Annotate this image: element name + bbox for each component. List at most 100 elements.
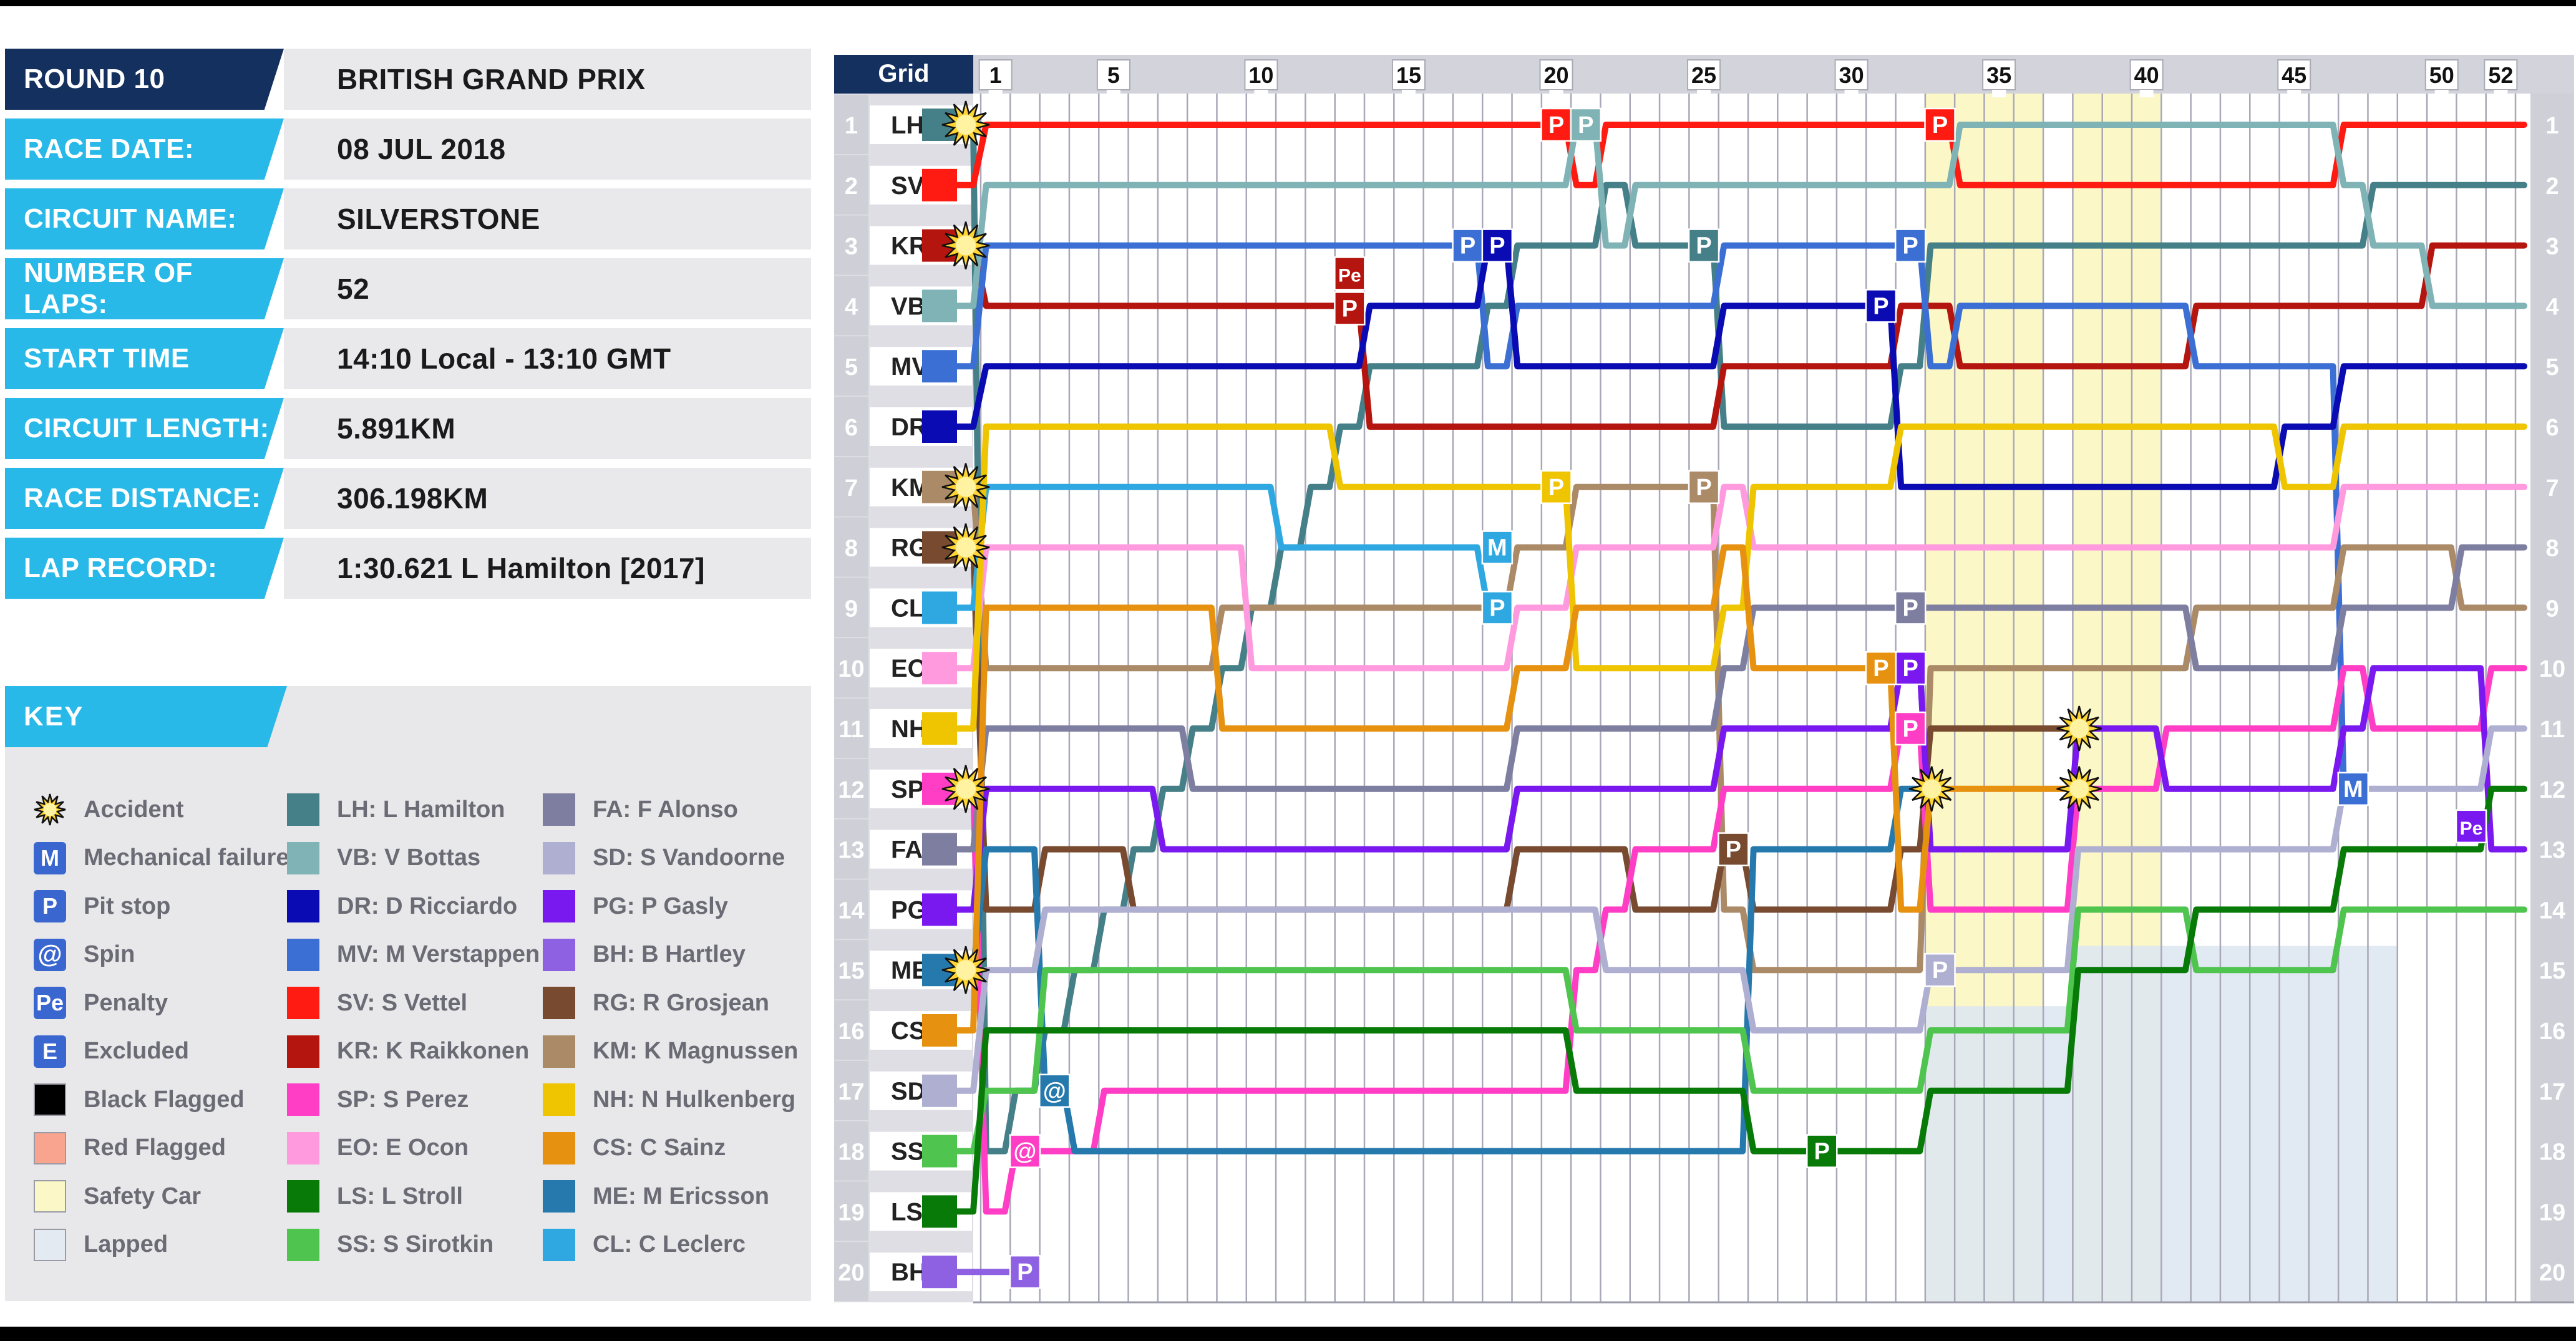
grid-position-number: 20: [838, 1260, 864, 1286]
grid-driver-cell-kr: [870, 226, 972, 265]
grid-header-box: [834, 55, 973, 94]
driver-key-label: CS: C Sainz: [593, 1135, 726, 1161]
event-marker-letter: P: [1932, 112, 1948, 138]
grid-driver-cell-lh: [870, 105, 972, 144]
event-marker-letter: M: [2343, 777, 2363, 803]
lap-tick-notch: [2287, 90, 2301, 97]
grid-position-number: 7: [845, 475, 858, 501]
grid-position-number: 17: [838, 1079, 864, 1105]
pit-stop-icon: P: [34, 890, 66, 922]
grid-driver-cell-km: [870, 467, 972, 506]
lap-tick-notch: [1401, 90, 1416, 97]
right-position-number: 5: [2545, 354, 2559, 380]
event-marker-letter: @: [1013, 1139, 1036, 1165]
grid-driver-code: FA: [891, 836, 923, 864]
info-value: 52: [337, 273, 370, 305]
info-value-box: 1:30.621 L Hamilton [2017]: [284, 538, 811, 599]
event-marker-box: [1894, 228, 1927, 263]
start-accident-star-lh: [941, 100, 990, 149]
right-position-number: 4: [2545, 294, 2559, 320]
grid-driver-swatch: [922, 1195, 957, 1228]
grid-driver-swatch: [922, 229, 957, 262]
right-position-number: 6: [2545, 415, 2559, 441]
key-driver-mv: MV: M Verstappen: [287, 937, 540, 972]
right-position-number: 17: [2539, 1079, 2565, 1105]
event-marker-box: [1806, 1134, 1838, 1168]
right-position-number: 1: [2545, 113, 2559, 139]
black-flag-icon: [34, 1083, 66, 1116]
lap-header-strip: [834, 55, 2574, 94]
lap-tick-notch: [1254, 90, 1268, 97]
event-marker-box: [1865, 651, 1897, 685]
key-driver-ss: SS: S Sirotkin: [287, 1227, 493, 1262]
key-item-label: Pit stop: [84, 893, 171, 919]
lap-tick-label: 40: [2134, 62, 2159, 88]
grid-driver-swatch: [922, 772, 957, 805]
grid-driver-cell-rg: [870, 528, 972, 567]
key-driver-vb: VB: V Bottas: [287, 841, 480, 876]
grid-driver-swatch: [922, 712, 957, 745]
right-position-number: 10: [2539, 656, 2565, 682]
info-value: 1:30.621 L Hamilton [2017]: [337, 552, 705, 584]
key-item-pit-stop: P Pit stop: [34, 889, 170, 924]
grid-driver-cell-ss: [870, 1131, 972, 1171]
key-driver-eo: EO: E Ocon: [287, 1131, 469, 1166]
key-item-label: Red Flagged: [84, 1135, 226, 1161]
driver-key-label: KM: K Magnussen: [593, 1038, 799, 1064]
grid-driver-code: PG: [891, 896, 927, 924]
accident-star-marker: [2056, 766, 2102, 812]
driver-color-swatch: [543, 987, 575, 1019]
info-label: RACE DATE:: [24, 133, 195, 164]
grid-driver-cell-nh: [870, 709, 972, 748]
info-row-circuit-length: CIRCUIT LENGTH: 5.891KM: [5, 398, 811, 459]
event-marker-box: [1865, 289, 1897, 323]
event-marker-box: [1688, 228, 1720, 263]
grid-driver-swatch: [922, 833, 957, 866]
driver-line-sp: [954, 665, 2527, 1215]
lap-tick-notch: [1992, 90, 2006, 97]
event-marker-box: [1894, 651, 1927, 685]
driver-color-swatch: [543, 1131, 575, 1164]
event-marker-box: [1718, 832, 1749, 866]
event-marker-box: [1009, 1254, 1041, 1289]
info-label-box: CIRCUIT LENGTH:: [5, 398, 284, 459]
grid-driver-swatch: [922, 289, 957, 322]
right-position-number: 19: [2539, 1199, 2565, 1226]
event-marker-box: [1924, 107, 1956, 142]
grid-number-cell: [834, 1000, 868, 1060]
lap-tick-box: [1982, 59, 2016, 90]
grid-column-bg: [834, 94, 973, 1302]
key-item-label: Safety Car: [84, 1183, 201, 1209]
event-marker-box: [2455, 809, 2487, 844]
info-label: NUMBER OF LAPS:: [24, 258, 193, 319]
driver-color-swatch: [287, 841, 319, 874]
grid-number-cell: [834, 578, 868, 637]
grid-position-number: 9: [845, 596, 858, 622]
driver-color-swatch: [543, 1228, 575, 1261]
lap-tick-box: [1096, 59, 1130, 90]
start-accident-star-me: [941, 946, 990, 994]
info-label-box: RACE DATE:: [5, 119, 284, 180]
grid-driver-code: ME: [891, 957, 928, 984]
event-marker-box: [1009, 1134, 1041, 1168]
grid-driver-cell-vb: [870, 286, 972, 326]
grid-driver-code: VB: [891, 293, 926, 320]
key-item-spin: @ Spin: [34, 937, 135, 972]
grid-driver-code: BH: [891, 1259, 927, 1286]
driver-color-swatch: [543, 1035, 575, 1068]
lap-tick-label: 20: [1543, 62, 1568, 88]
key-item-red-flagged: Red Flagged: [34, 1131, 226, 1166]
driver-key-label: FA: F Alonso: [593, 796, 738, 823]
info-label-box: RACE DISTANCE:: [5, 468, 284, 529]
key-item-label: Mechanical failure: [84, 845, 289, 871]
event-marker-box: [1688, 470, 1720, 505]
key-item-black-flagged: Black Flagged: [34, 1082, 245, 1117]
key-header-label: KEY: [24, 701, 84, 732]
round-label: ROUND 10: [24, 64, 165, 94]
right-position-number: 7: [2545, 475, 2559, 501]
info-value-box: 08 JUL 2018: [284, 119, 811, 180]
driver-color-swatch: [543, 938, 575, 971]
driver-key-label: SP: S Perez: [337, 1086, 469, 1113]
lap-tick-label: 30: [1839, 62, 1864, 88]
